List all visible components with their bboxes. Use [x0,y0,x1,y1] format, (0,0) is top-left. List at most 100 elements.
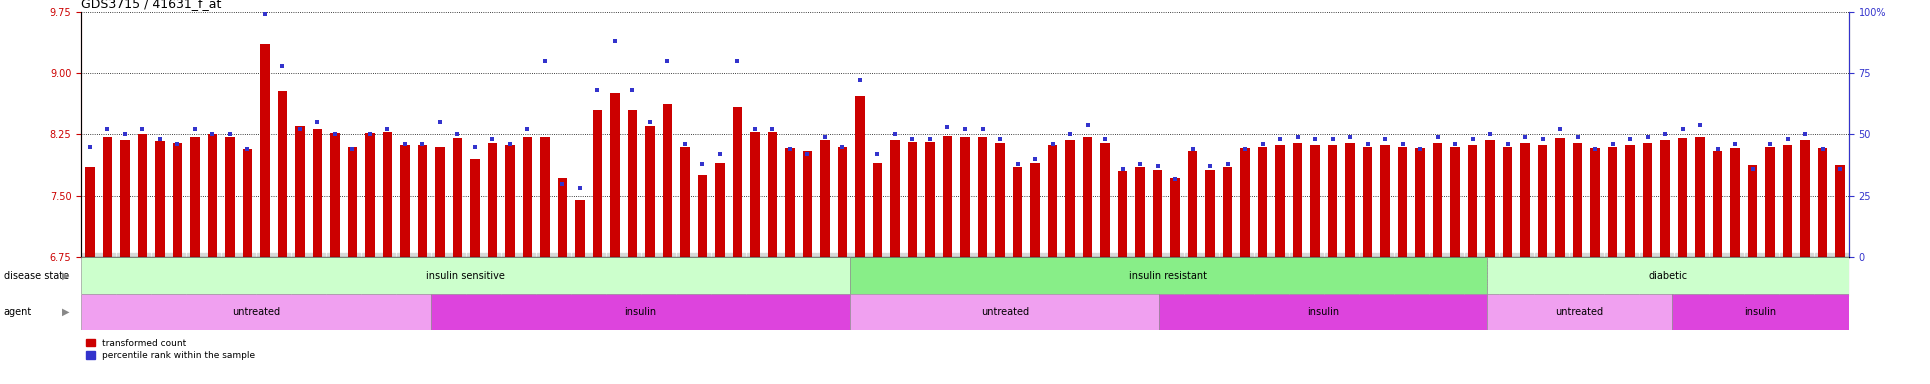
Point [687,161,718,167]
Bar [540,137,550,257]
Bar [1625,145,1635,257]
Bar [1835,165,1845,257]
Point [1054,131,1085,137]
Bar [1152,170,1162,257]
Point [511,126,542,132]
Bar [1573,142,1583,257]
Bar [172,142,181,257]
Bar [849,257,1486,294]
Bar [662,104,672,257]
Bar [1013,167,1023,257]
Point [1090,136,1121,142]
Bar [400,145,409,257]
Point [1561,134,1592,140]
Point [214,131,245,137]
Bar [1538,145,1548,257]
Bar [1160,294,1486,330]
Bar [1671,294,1849,330]
Point [494,141,525,147]
Bar [137,134,147,257]
Point [722,58,753,64]
Point [266,63,297,69]
Point [75,144,106,150]
Point [828,144,859,150]
Point [739,126,770,132]
Bar [1310,145,1320,257]
Point [93,126,124,132]
Text: untreated: untreated [1556,307,1604,317]
Bar [523,137,533,257]
Bar [1117,171,1127,257]
Legend: transformed count, percentile rank within the sample: transformed count, percentile rank withi… [85,339,255,360]
Point [162,141,193,147]
Bar [261,44,270,257]
Point [915,136,946,142]
Point [845,77,876,83]
Bar [855,96,865,257]
Bar [1449,147,1459,257]
Point [1177,146,1208,152]
Bar [434,147,444,257]
Bar [1170,178,1179,257]
Bar [803,151,813,257]
Bar [1380,145,1390,257]
Bar [417,145,427,257]
Bar [924,142,934,257]
Bar [295,126,305,257]
Point [320,131,351,137]
Bar [430,294,849,330]
Bar [102,137,112,257]
Text: agent: agent [4,307,33,317]
Point [1824,166,1855,172]
Point [670,141,701,147]
Bar [820,140,830,257]
Point [1754,141,1785,147]
Bar [1363,147,1372,257]
Point [1143,163,1173,169]
Bar [1818,148,1828,257]
Point [1650,131,1681,137]
Point [1685,121,1716,127]
Bar [313,129,322,257]
Bar [1556,139,1565,257]
Bar [1486,257,1849,294]
Bar [1135,167,1144,257]
Point [1388,141,1419,147]
Bar [733,108,743,257]
Point [704,151,735,157]
Bar [679,147,689,257]
Bar [1100,142,1110,257]
Bar [996,142,1006,257]
Bar [382,132,392,257]
Bar [1224,167,1233,257]
Point [1737,166,1768,172]
Bar [81,257,849,294]
Point [459,144,490,150]
Bar [208,134,218,257]
Point [757,126,787,132]
Point [1247,141,1278,147]
Bar [610,93,620,257]
Point [774,146,805,152]
Point [984,136,1015,142]
Bar [1486,140,1496,257]
Bar [838,147,847,257]
Point [442,131,473,137]
Bar [558,178,567,257]
Bar [1608,147,1617,257]
Point [863,151,894,157]
Point [1720,141,1751,147]
Point [1299,136,1330,142]
Bar [872,163,882,257]
Bar [890,140,899,257]
Bar [716,163,726,257]
Point [1212,161,1243,167]
Point [1509,134,1540,140]
Point [355,131,386,137]
Bar [593,110,602,257]
Bar [1432,142,1442,257]
Bar [506,145,515,257]
Text: insulin: insulin [625,307,656,317]
Point [1492,141,1523,147]
Bar [1415,148,1424,257]
